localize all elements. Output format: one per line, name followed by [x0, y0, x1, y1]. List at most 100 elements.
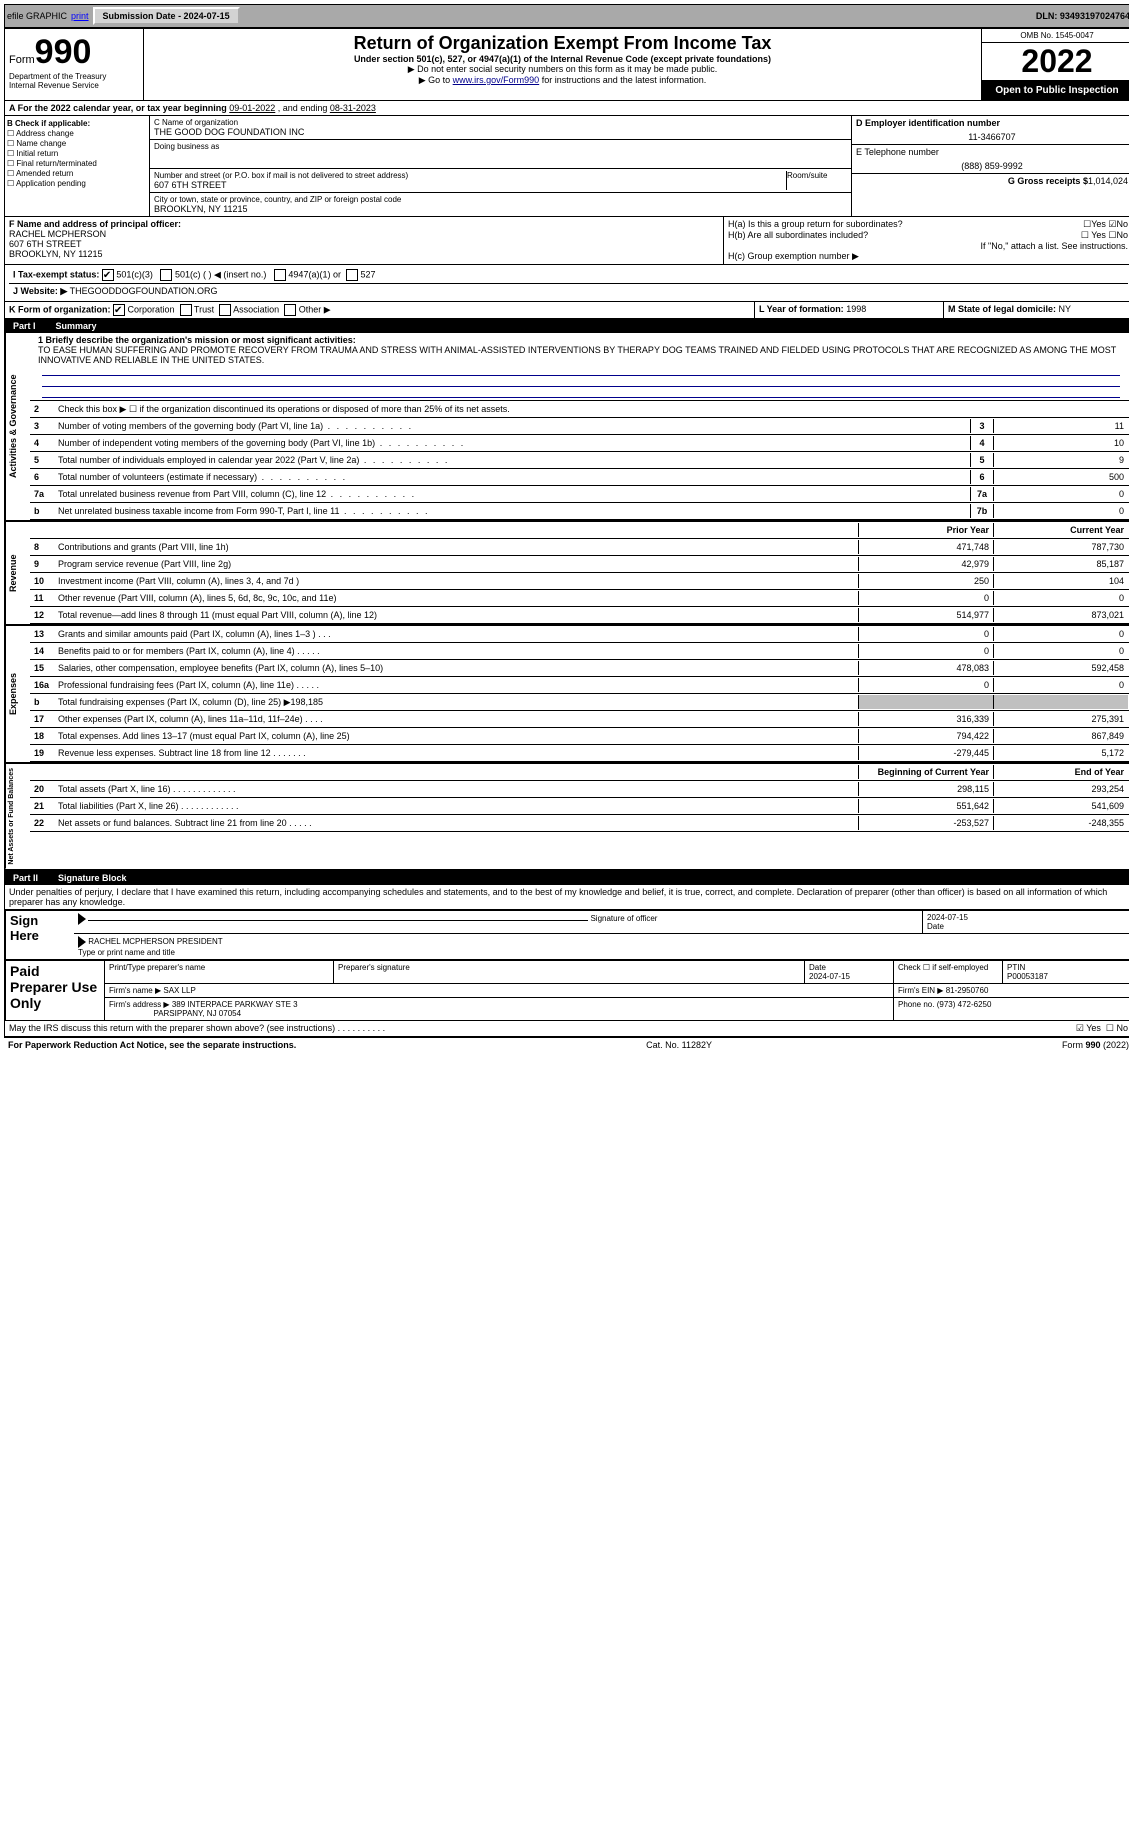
b-title: B Check if applicable:	[7, 119, 90, 128]
discuss-yes[interactable]: ☑ Yes	[1076, 1023, 1101, 1033]
discuss-label: May the IRS discuss this return with the…	[5, 1021, 974, 1036]
i-label: I Tax-exempt status:	[13, 269, 99, 279]
mission-line2	[42, 376, 1120, 387]
form-990: Form990 Department of the Treasury Inter…	[4, 28, 1129, 1038]
line-19: 19Revenue less expenses. Subtract line 1…	[30, 745, 1129, 762]
firm-addr1: 389 INTERPACE PARKWAY STE 3	[172, 1000, 298, 1009]
firm-addr-lbl: Firm's address ▶	[109, 1000, 170, 1009]
sig-declaration: Under penalties of perjury, I declare th…	[5, 885, 1129, 910]
part-1-header: Part I Summary	[5, 319, 1129, 333]
col-b-checkboxes: B Check if applicable: ☐ Address change …	[5, 116, 150, 216]
gov-line-6: 6Total number of volunteers (estimate if…	[30, 469, 1129, 486]
line-22: 22Net assets or fund balances. Subtract …	[30, 815, 1129, 832]
ha-yes[interactable]: ☐Yes	[1083, 219, 1106, 229]
net-assets-section: Net Assets or Fund Balances Beginning of…	[5, 764, 1129, 871]
chk-initial-return[interactable]: ☐ Initial return	[7, 149, 147, 158]
firm-phone-lbl: Phone no.	[898, 1000, 934, 1009]
a-pre: A For the 2022 calendar year, or tax yea…	[9, 103, 229, 113]
line-21: 21Total liabilities (Part X, line 26) . …	[30, 798, 1129, 815]
gov-line-4: 4Number of independent voting members of…	[30, 435, 1129, 452]
l-val: 1998	[846, 304, 866, 314]
dln-label: DLN: 93493197024764	[1036, 11, 1129, 21]
top-bar: efile GRAPHIC print Submission Date - 20…	[4, 4, 1129, 28]
mission-text: TO EASE HUMAN SUFFERING AND PROMOTE RECO…	[38, 345, 1116, 365]
form-subtitle: Under section 501(c), 527, or 4947(a)(1)…	[148, 54, 977, 64]
part1-title: Summary	[56, 321, 97, 331]
f-label: F Name and address of principal officer:	[9, 219, 181, 229]
footer-right: Form 990 (2022)	[1062, 1040, 1129, 1050]
k-label: K Form of organization:	[9, 304, 111, 314]
type-name-label: Type or print name and title	[78, 948, 175, 957]
officer-addr2: BROOKLYN, NY 11215	[9, 249, 103, 259]
mission-line3	[42, 387, 1120, 398]
page-footer: For Paperwork Reduction Act Notice, see …	[4, 1038, 1129, 1052]
a-mid: , and ending	[275, 103, 330, 113]
section-i-j: I Tax-exempt status: 501(c)(3) 501(c) ( …	[5, 265, 1129, 302]
activities-governance: Activities & Governance 1 Briefly descri…	[5, 333, 1129, 522]
line-14: 14Benefits paid to or for members (Part …	[30, 643, 1129, 660]
check-self-emp[interactable]: Check ☐ if self-employed	[894, 960, 1003, 983]
irs-link[interactable]: www.irs.gov/Form990	[453, 75, 540, 85]
hb-yes[interactable]: ☐ Yes	[1081, 230, 1106, 240]
form-header: Form990 Department of the Treasury Inter…	[5, 29, 1129, 101]
chk-pending[interactable]: ☐ Application pending	[7, 179, 147, 188]
footer-mid: Cat. No. 11282Y	[646, 1040, 712, 1050]
part2-title: Signature Block	[58, 873, 127, 883]
org-city: BROOKLYN, NY 11215	[154, 204, 847, 214]
print-link[interactable]: print	[71, 11, 89, 21]
col-c-org-info: C Name of organization THE GOOD DOG FOUN…	[150, 116, 851, 216]
chk-address-change[interactable]: ☐ Address change	[7, 129, 147, 138]
i-501c3: 501(c)(3)	[116, 269, 153, 279]
line2-num: 2	[34, 404, 58, 414]
submission-date-button[interactable]: Submission Date - 2024-07-15	[93, 7, 240, 25]
efile-label: efile GRAPHIC	[7, 11, 67, 21]
gov-line-5: 5Total number of individuals employed in…	[30, 452, 1129, 469]
chk-trust[interactable]	[180, 304, 192, 316]
l-label: L Year of formation:	[759, 304, 844, 314]
chk-501c[interactable]	[160, 269, 172, 281]
line-9: 9Program service revenue (Part VIII, lin…	[30, 556, 1129, 573]
chk-527[interactable]	[346, 269, 358, 281]
discuss-row: May the IRS discuss this return with the…	[5, 1021, 1129, 1037]
ha-no[interactable]: ☑No	[1108, 219, 1128, 229]
paid-preparer-block: Paid Preparer Use Only Print/Type prepar…	[5, 960, 1129, 1021]
firm-addr2: PARSIPPANY, NJ 07054	[153, 1009, 241, 1018]
chk-501c3[interactable]	[102, 269, 114, 281]
ha-label: H(a) Is this a group return for subordin…	[728, 219, 903, 230]
eoy-header: End of Year	[993, 765, 1128, 779]
a-begin: 09-01-2022	[229, 103, 275, 113]
chk-amended[interactable]: ☐ Amended return	[7, 169, 147, 178]
k-other: Other ▶	[299, 304, 331, 314]
instructions-note: ▶ Go to www.irs.gov/Form990 for instruct…	[148, 75, 977, 86]
discuss-no[interactable]: ☐ No	[1106, 1023, 1128, 1033]
chk-corp[interactable]	[113, 304, 125, 316]
phone-label: E Telephone number	[856, 147, 1128, 157]
prep-date-lbl: Date	[809, 963, 826, 972]
row-a-tax-year: A For the 2022 calendar year, or tax yea…	[5, 101, 1129, 116]
firm-ein: 81-2950760	[946, 986, 989, 995]
officer-addr1: 607 6TH STREET	[9, 239, 82, 249]
hc-label: H(c) Group exemption number ▶	[728, 251, 1128, 262]
current-year-header: Current Year	[993, 523, 1128, 537]
chk-4947[interactable]	[274, 269, 286, 281]
ein-label: D Employer identification number	[856, 118, 1000, 128]
hb-no[interactable]: ☐No	[1108, 230, 1128, 240]
chk-other[interactable]	[284, 304, 296, 316]
revenue-section: Revenue Prior Year Current Year 8Contrib…	[5, 522, 1129, 626]
chk-assoc[interactable]	[219, 304, 231, 316]
line-12: 12Total revenue—add lines 8 through 11 (…	[30, 607, 1129, 624]
k-assoc: Association	[233, 304, 279, 314]
officer-name: RACHEL MCPHERSON	[9, 229, 106, 239]
sign-here-label: Sign Here	[6, 910, 75, 959]
sig-date-val: 2024-07-15	[927, 913, 1127, 922]
dept-irs: Internal Revenue Service	[9, 81, 139, 90]
expenses-section: Expenses 13Grants and similar amounts pa…	[5, 626, 1129, 764]
chk-name-change[interactable]: ☐ Name change	[7, 139, 147, 148]
note-pre: ▶ Go to	[419, 75, 453, 85]
chk-final-return[interactable]: ☐ Final return/terminated	[7, 159, 147, 168]
m-val: NY	[1059, 304, 1072, 314]
sig-arrow-2	[78, 936, 86, 948]
line-b: bTotal fundraising expenses (Part IX, co…	[30, 694, 1129, 711]
section-b-through-g: B Check if applicable: ☐ Address change …	[5, 116, 1129, 217]
k-corp: Corporation	[128, 304, 175, 314]
